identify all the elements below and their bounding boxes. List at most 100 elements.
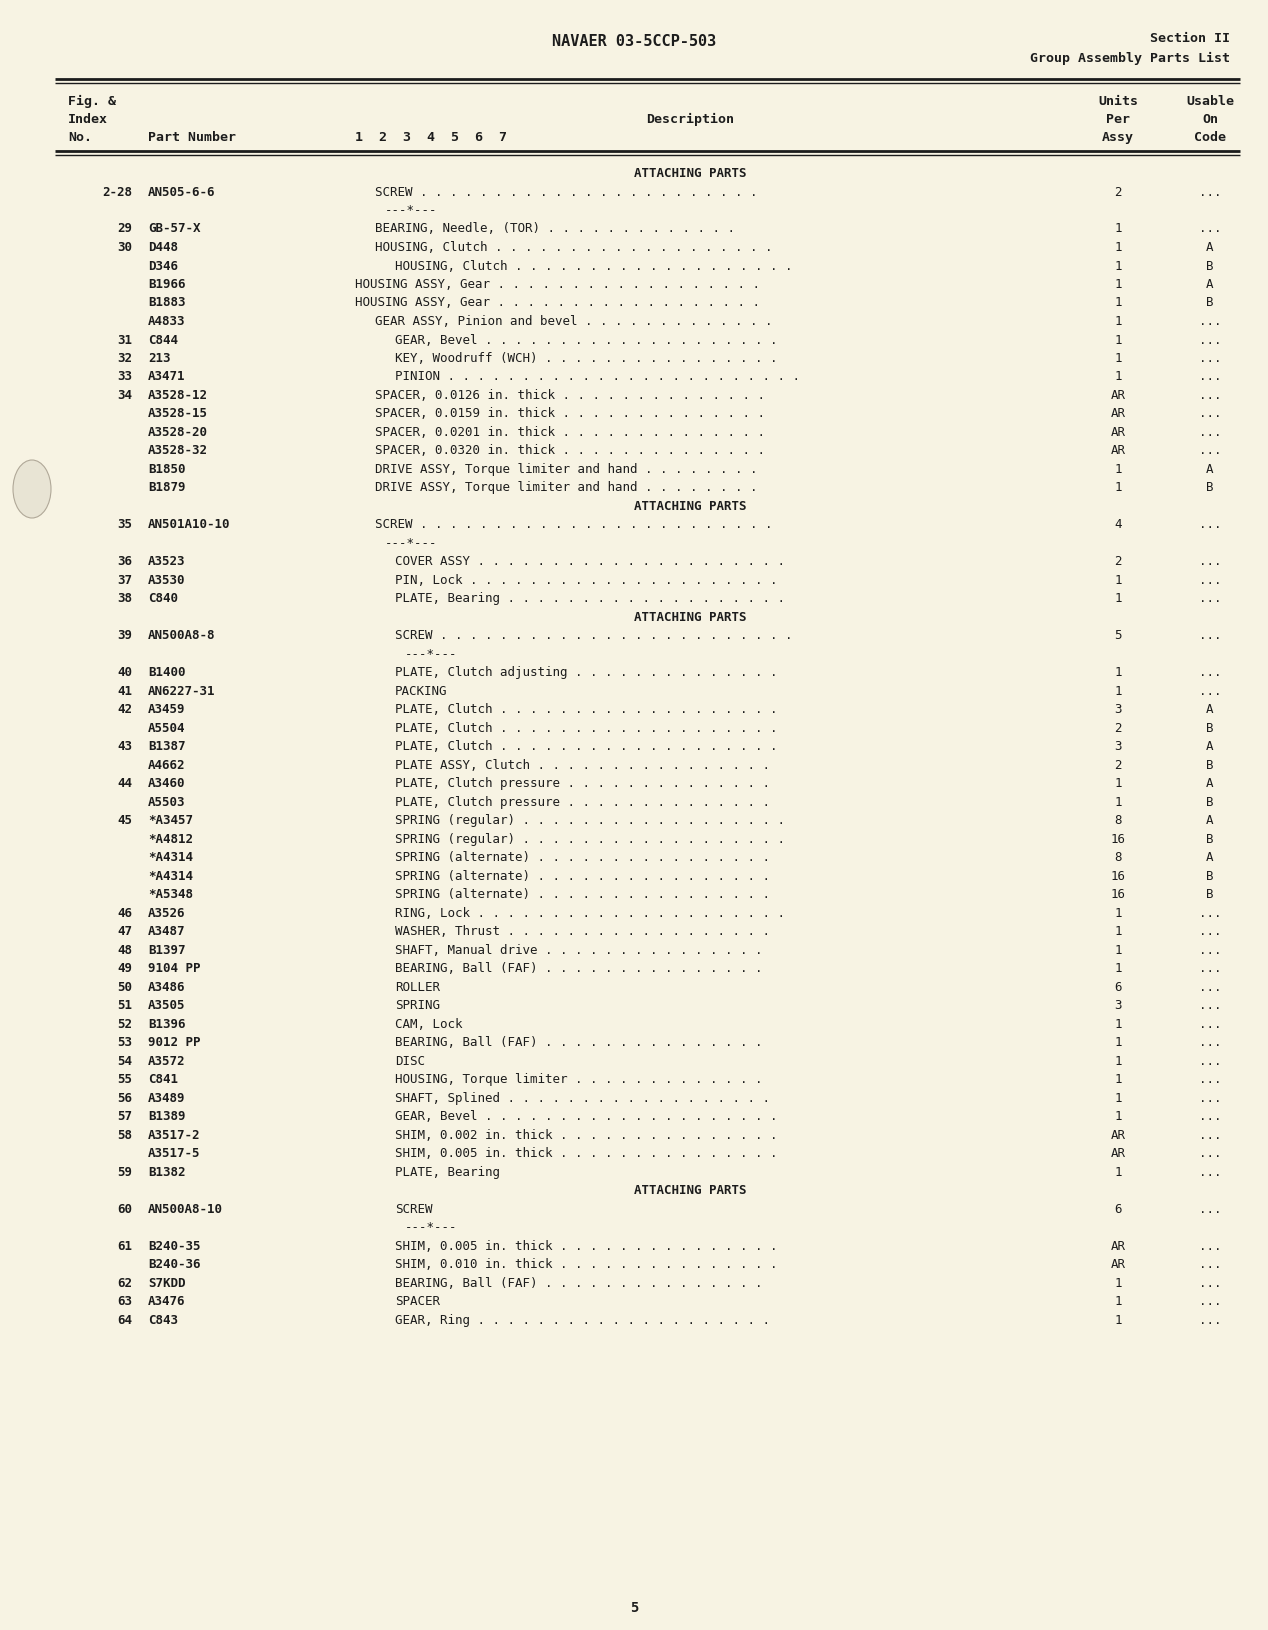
Text: 61: 61 — [117, 1239, 132, 1252]
Text: PLATE, Clutch . . . . . . . . . . . . . . . . . . .: PLATE, Clutch . . . . . . . . . . . . . … — [396, 740, 777, 753]
Text: 41: 41 — [117, 685, 132, 698]
Text: 64: 64 — [117, 1314, 132, 1327]
Text: ROLLER: ROLLER — [396, 980, 440, 993]
Text: AR: AR — [1111, 1258, 1126, 1271]
Text: 1: 1 — [1115, 463, 1122, 476]
Text: A: A — [1206, 740, 1213, 753]
Text: 56: 56 — [117, 1092, 132, 1104]
Text: RING, Lock . . . . . . . . . . . . . . . . . . . . .: RING, Lock . . . . . . . . . . . . . . .… — [396, 906, 785, 919]
Text: PLATE, Clutch . . . . . . . . . . . . . . . . . . .: PLATE, Clutch . . . . . . . . . . . . . … — [396, 722, 777, 735]
Text: ...: ... — [1198, 222, 1221, 235]
Text: 1: 1 — [1115, 924, 1122, 937]
Text: 1: 1 — [1115, 315, 1122, 328]
Text: ...: ... — [1198, 1148, 1221, 1161]
Text: 44: 44 — [117, 778, 132, 791]
Text: 3: 3 — [1115, 740, 1122, 753]
Text: Group Assembly Parts List: Group Assembly Parts List — [1030, 52, 1230, 65]
Text: 2: 2 — [1115, 722, 1122, 735]
Text: SCREW . . . . . . . . . . . . . . . . . . . . . . . .: SCREW . . . . . . . . . . . . . . . . . … — [396, 629, 792, 642]
Text: 1: 1 — [1115, 1092, 1122, 1104]
Text: DISC: DISC — [396, 1055, 425, 1068]
Text: ...: ... — [1198, 574, 1221, 587]
Text: 2: 2 — [1115, 556, 1122, 569]
Text: BEARING, Needle, (TOR) . . . . . . . . . . . . .: BEARING, Needle, (TOR) . . . . . . . . .… — [375, 222, 735, 235]
Text: BEARING, Ball (FAF) . . . . . . . . . . . . . . .: BEARING, Ball (FAF) . . . . . . . . . . … — [396, 1276, 762, 1289]
Text: ATTACHING PARTS: ATTACHING PARTS — [634, 500, 747, 513]
Text: ATTACHING PARTS: ATTACHING PARTS — [634, 611, 747, 624]
Text: BEARING, Ball (FAF) . . . . . . . . . . . . . . .: BEARING, Ball (FAF) . . . . . . . . . . … — [396, 962, 762, 975]
Text: 2-28: 2-28 — [101, 186, 132, 199]
Text: On: On — [1202, 112, 1219, 126]
Text: ...: ... — [1198, 1017, 1221, 1030]
Text: C844: C844 — [148, 333, 178, 346]
Text: AR: AR — [1111, 425, 1126, 438]
Text: SPRING (alternate) . . . . . . . . . . . . . . . .: SPRING (alternate) . . . . . . . . . . .… — [396, 888, 770, 901]
Text: ...: ... — [1198, 1165, 1221, 1178]
Text: 8: 8 — [1115, 851, 1122, 864]
Text: 2: 2 — [1115, 758, 1122, 771]
Text: A3530: A3530 — [148, 574, 185, 587]
Text: 1  2  3  4  5  6  7: 1 2 3 4 5 6 7 — [355, 130, 507, 143]
Text: ...: ... — [1198, 1203, 1221, 1216]
Text: A3489: A3489 — [148, 1092, 185, 1104]
Text: SCREW . . . . . . . . . . . . . . . . . . . . . . . .: SCREW . . . . . . . . . . . . . . . . . … — [375, 518, 772, 531]
Text: 52: 52 — [117, 1017, 132, 1030]
Ellipse shape — [13, 461, 51, 518]
Text: 5: 5 — [630, 1601, 638, 1614]
Text: D448: D448 — [148, 241, 178, 254]
Text: 4: 4 — [1115, 518, 1122, 531]
Text: AN501A10-10: AN501A10-10 — [148, 518, 231, 531]
Text: 58: 58 — [117, 1128, 132, 1141]
Text: ...: ... — [1198, 556, 1221, 569]
Text: GEAR, Bevel . . . . . . . . . . . . . . . . . . . .: GEAR, Bevel . . . . . . . . . . . . . . … — [396, 333, 777, 346]
Text: Code: Code — [1194, 130, 1226, 143]
Text: 47: 47 — [117, 924, 132, 937]
Text: A5504: A5504 — [148, 722, 185, 735]
Text: ...: ... — [1198, 352, 1221, 365]
Text: ...: ... — [1198, 408, 1221, 421]
Text: A: A — [1206, 463, 1213, 476]
Text: 1: 1 — [1115, 241, 1122, 254]
Text: SPRING (alternate) . . . . . . . . . . . . . . . .: SPRING (alternate) . . . . . . . . . . .… — [396, 851, 770, 864]
Text: 16: 16 — [1111, 888, 1126, 901]
Text: SPACER: SPACER — [396, 1294, 440, 1307]
Text: SHIM, 0.002 in. thick . . . . . . . . . . . . . . .: SHIM, 0.002 in. thick . . . . . . . . . … — [396, 1128, 777, 1141]
Text: 1: 1 — [1115, 962, 1122, 975]
Text: ...: ... — [1198, 1128, 1221, 1141]
Text: B: B — [1206, 259, 1213, 272]
Text: *A4812: *A4812 — [148, 833, 193, 846]
Text: DRIVE ASSY, Torque limiter and hand . . . . . . . .: DRIVE ASSY, Torque limiter and hand . . … — [375, 481, 757, 494]
Text: A: A — [1206, 703, 1213, 716]
Text: A4662: A4662 — [148, 758, 185, 771]
Text: A3528-12: A3528-12 — [148, 390, 208, 401]
Text: SPACER, 0.0320 in. thick . . . . . . . . . . . . . .: SPACER, 0.0320 in. thick . . . . . . . .… — [375, 445, 765, 458]
Text: A4833: A4833 — [148, 315, 185, 328]
Text: ...: ... — [1198, 924, 1221, 937]
Text: 53: 53 — [117, 1035, 132, 1048]
Text: AN500A8-10: AN500A8-10 — [148, 1203, 223, 1216]
Text: Assy: Assy — [1102, 130, 1134, 143]
Text: 1: 1 — [1115, 1314, 1122, 1327]
Text: 16: 16 — [1111, 833, 1126, 846]
Text: S7KDD: S7KDD — [148, 1276, 185, 1289]
Text: PIN, Lock . . . . . . . . . . . . . . . . . . . . .: PIN, Lock . . . . . . . . . . . . . . . … — [396, 574, 777, 587]
Text: A5503: A5503 — [148, 795, 185, 808]
Text: 8: 8 — [1115, 813, 1122, 826]
Text: SCREW: SCREW — [396, 1203, 432, 1216]
Text: ...: ... — [1198, 906, 1221, 919]
Text: ...: ... — [1198, 390, 1221, 401]
Text: 1: 1 — [1115, 778, 1122, 791]
Text: A3486: A3486 — [148, 980, 185, 993]
Text: WASHER, Thrust . . . . . . . . . . . . . . . . . .: WASHER, Thrust . . . . . . . . . . . . .… — [396, 924, 770, 937]
Text: 1: 1 — [1115, 297, 1122, 310]
Text: 5: 5 — [1115, 629, 1122, 642]
Text: *A4314: *A4314 — [148, 869, 193, 882]
Text: 1: 1 — [1115, 574, 1122, 587]
Text: 1: 1 — [1115, 795, 1122, 808]
Text: ...: ... — [1198, 333, 1221, 346]
Text: A3526: A3526 — [148, 906, 185, 919]
Text: SHAFT, Splined . . . . . . . . . . . . . . . . . .: SHAFT, Splined . . . . . . . . . . . . .… — [396, 1092, 770, 1104]
Text: AR: AR — [1111, 408, 1126, 421]
Text: 1: 1 — [1115, 1110, 1122, 1123]
Text: 1: 1 — [1115, 1165, 1122, 1178]
